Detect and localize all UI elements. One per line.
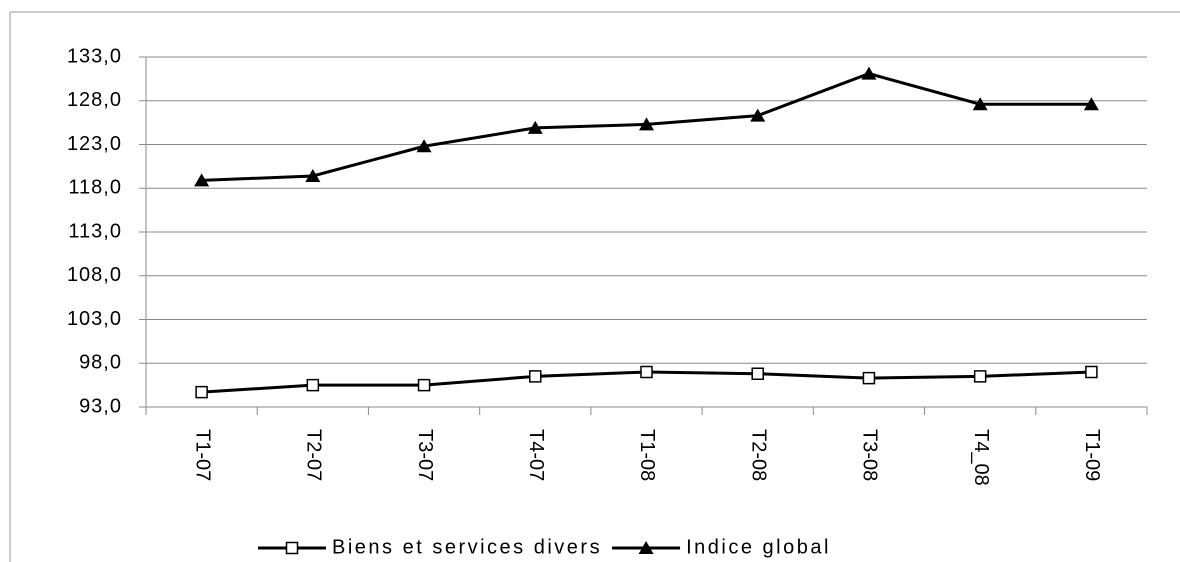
point: [417, 378, 431, 392]
legend-marker: [638, 541, 654, 554]
point: [1085, 365, 1098, 379]
y-tick-label: 123,0: [67, 133, 122, 155]
point: [195, 385, 208, 399]
x-tick-label: T4_08: [970, 429, 992, 486]
point: [750, 108, 766, 122]
point: [306, 378, 320, 392]
x-tick-label: T4-07: [525, 429, 547, 481]
y-tick-label: 113,0: [68, 220, 122, 242]
point: [529, 370, 542, 383]
x-tick-label: T1-08: [636, 429, 658, 481]
point: [305, 169, 321, 182]
legend-label: Indice global: [686, 536, 831, 558]
x-tick-label: T1-09: [1081, 429, 1103, 481]
x-tick-label: T3-08: [859, 429, 881, 481]
point: [194, 173, 210, 187]
y-tick-label: 103,0: [67, 308, 122, 330]
point: [416, 139, 432, 153]
x-tick-label: T3-07: [414, 429, 436, 481]
point: [972, 97, 988, 111]
y-tick-label: 98,0: [79, 352, 122, 374]
point: [527, 120, 543, 134]
point: [639, 117, 654, 131]
y-tick-label: 133,0: [67, 45, 122, 67]
y-tick-label: 108,0: [67, 264, 122, 286]
point: [861, 66, 877, 80]
x-tick-label: T1-07: [191, 429, 213, 481]
y-tick-label: 93,0: [79, 395, 122, 417]
point: [862, 371, 876, 385]
point: [640, 365, 653, 379]
x-tick-label: T2-08: [747, 429, 769, 481]
point: [1083, 97, 1099, 111]
y-tick-label: 118,0: [68, 177, 122, 199]
point: [751, 367, 764, 380]
legend-label: Biens et services divers: [332, 536, 602, 558]
point: [973, 370, 987, 383]
y-tick-label: 128,0: [67, 89, 122, 111]
x-tick-label: T2-07: [303, 429, 325, 481]
legend-marker: [285, 541, 299, 555]
